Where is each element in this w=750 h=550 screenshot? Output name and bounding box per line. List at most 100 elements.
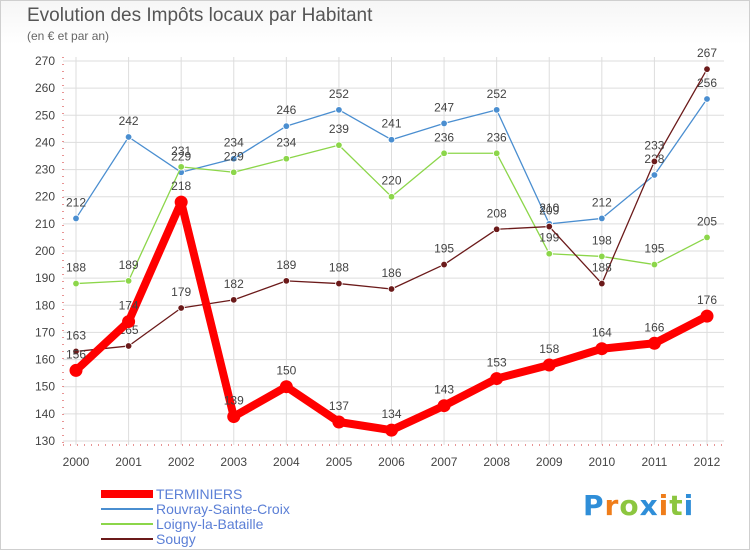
- chart-title: Evolution des Impôts locaux par Habitant: [27, 5, 373, 26]
- data-label: 143: [434, 383, 454, 397]
- data-point: [122, 315, 136, 329]
- data-point: [230, 168, 238, 176]
- y-tick-label: 240: [35, 135, 55, 149]
- x-tick-label: 2010: [588, 455, 615, 469]
- logo-letter: r: [604, 489, 620, 522]
- data-label: 163: [66, 328, 86, 342]
- data-point: [703, 65, 711, 73]
- data-point: [545, 250, 553, 258]
- data-label: 158: [539, 342, 559, 356]
- x-tick-label: 2001: [115, 455, 142, 469]
- data-point: [647, 336, 661, 350]
- data-point: [437, 399, 451, 413]
- data-point: [335, 106, 343, 114]
- proxiti-logo: Proxiti: [583, 489, 694, 522]
- data-label: 236: [487, 130, 507, 144]
- data-label: 198: [592, 233, 612, 247]
- y-tick-label: 160: [35, 353, 55, 367]
- data-label: 229: [224, 149, 244, 163]
- x-tick-label: 2002: [168, 455, 195, 469]
- legend-label: Rouvray-Sainte-Croix: [156, 501, 290, 517]
- data-label: 212: [66, 195, 86, 209]
- data-point: [124, 342, 133, 350]
- x-tick-label: 2008: [483, 455, 510, 469]
- x-tick-label: 2000: [63, 455, 90, 469]
- data-label: 189: [119, 258, 139, 272]
- data-label: 208: [487, 206, 507, 220]
- data-label: 182: [224, 277, 244, 291]
- x-tick-label: 2007: [431, 455, 458, 469]
- data-point: [598, 279, 606, 288]
- data-point: [177, 304, 185, 312]
- logo-letter: t: [669, 489, 684, 522]
- data-point: [387, 193, 396, 201]
- data-label: 188: [66, 261, 86, 275]
- data-point: [69, 363, 83, 377]
- data-label: 220: [381, 174, 401, 188]
- data-label: 209: [539, 204, 559, 218]
- data-label: 195: [434, 242, 454, 256]
- x-tick-label: 2003: [220, 455, 247, 469]
- x-tick-label: 2004: [273, 455, 300, 469]
- data-label: 189: [276, 258, 296, 272]
- data-label: 179: [171, 285, 191, 299]
- data-label: 188: [592, 261, 612, 275]
- data-label: 241: [381, 117, 401, 131]
- y-tick-label: 140: [35, 407, 55, 421]
- y-tick-label: 170: [35, 325, 55, 339]
- legend-label: Sougy: [156, 531, 196, 547]
- data-label: 229: [171, 149, 191, 163]
- logo-letter: i: [658, 489, 670, 522]
- data-label: 174: [119, 299, 139, 313]
- series-terminiers: 156 174 218 139 150 137 134 143 153 158 164 166 176: [66, 179, 717, 437]
- x-tick-label: 2006: [378, 455, 405, 469]
- data-point: [387, 136, 396, 144]
- y-tick-label: 200: [35, 244, 55, 258]
- y-tick-label: 230: [35, 163, 55, 177]
- chart-subtitle: (en € et par an): [27, 29, 110, 43]
- data-label: 176: [697, 293, 717, 307]
- data-point: [230, 296, 238, 304]
- data-label: 199: [539, 231, 559, 245]
- logo-letter: i: [683, 489, 695, 522]
- data-point: [650, 171, 659, 179]
- data-point: [492, 149, 501, 157]
- data-label: 188: [329, 261, 349, 275]
- data-label: 247: [434, 100, 454, 114]
- data-point: [492, 225, 501, 233]
- data-point: [440, 149, 448, 157]
- data-point: [335, 141, 343, 149]
- y-tick-label: 180: [35, 298, 55, 312]
- data-point: [598, 252, 606, 261]
- y-tick-label: 220: [35, 190, 55, 204]
- data-point: [72, 214, 80, 223]
- data-point: [650, 260, 659, 269]
- y-tick-label: 210: [35, 217, 55, 231]
- data-point: [174, 195, 188, 209]
- data-point: [598, 214, 606, 223]
- y-tick-label: 260: [35, 81, 55, 95]
- y-tick-label: 150: [35, 380, 55, 394]
- data-point: [227, 410, 241, 424]
- data-point: [72, 279, 80, 288]
- data-label: 256: [697, 76, 717, 90]
- data-label: 164: [592, 326, 612, 340]
- data-point: [279, 380, 293, 394]
- data-label: 234: [276, 136, 296, 150]
- data-point: [335, 279, 343, 288]
- data-label: 218: [171, 179, 191, 193]
- data-label: 246: [276, 103, 296, 117]
- data-label: 153: [487, 356, 507, 370]
- data-label: 239: [329, 122, 349, 136]
- y-tick-label: 270: [35, 54, 55, 68]
- data-point: [542, 358, 556, 372]
- data-point: [703, 95, 711, 103]
- data-label: 242: [119, 114, 139, 128]
- legend-label: TERMINIERS: [156, 486, 242, 502]
- data-label: 231: [171, 144, 191, 158]
- x-tick-label: 2009: [536, 455, 563, 469]
- x-tick-label: 2005: [326, 455, 353, 469]
